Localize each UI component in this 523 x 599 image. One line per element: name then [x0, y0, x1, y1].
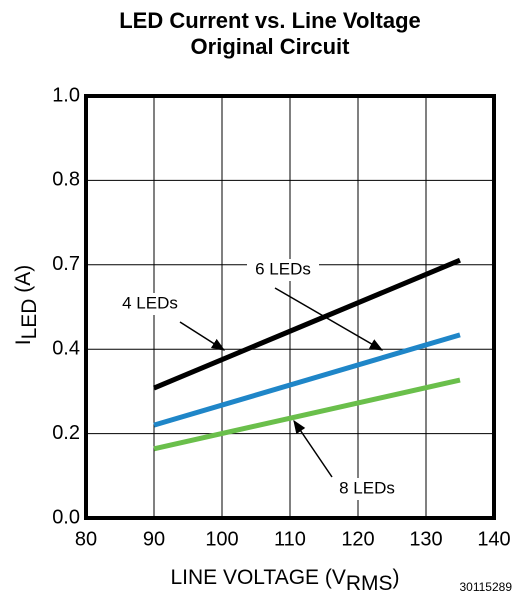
x-tick-label: 90 — [143, 528, 165, 550]
annotation-bg — [114, 293, 186, 315]
annotation-arrow — [293, 419, 333, 478]
y-tick-label: 0.4 — [52, 337, 80, 359]
series-line — [153, 377, 461, 452]
series-label: 6 LEDs — [255, 259, 311, 278]
x-axis-label: LINE VOLTAGE (VRMS) — [170, 566, 399, 595]
y-tick-label: 0.2 — [52, 422, 80, 444]
y-label-main: I — [12, 339, 35, 345]
x-tick-label: 120 — [341, 528, 374, 550]
annotation-bg — [331, 478, 403, 500]
series-label: 8 LEDs — [339, 478, 395, 497]
x-tick-label: 130 — [409, 528, 442, 550]
annotation-arrow — [274, 287, 384, 351]
annotation-arrow — [179, 321, 226, 351]
plot-frame — [84, 94, 496, 520]
y-axis-label: ILED (A) — [12, 265, 41, 346]
x-tick-label: 100 — [205, 528, 238, 550]
series-line — [153, 332, 461, 428]
annotation-bg — [247, 259, 319, 281]
figure-id: 30115289 — [460, 580, 513, 594]
y-label-sub: LED — [18, 299, 41, 340]
y-tick-label: 0.0 — [52, 506, 80, 528]
series-line — [153, 257, 461, 391]
chart-subtitle: Original Circuit — [191, 34, 351, 59]
x-tick-label: 140 — [477, 528, 510, 550]
chart-title: LED Current vs. Line Voltage — [119, 8, 421, 33]
x-tick-label: 110 — [274, 528, 306, 550]
x-label-main: LINE VOLTAGE (V — [170, 566, 345, 589]
y-tick-label: 1.0 — [52, 84, 80, 106]
x-label-sub: RMS — [346, 572, 393, 595]
y-tick-label: 0.8 — [52, 169, 80, 191]
series-label: 4 LEDs — [122, 293, 178, 312]
x-label-tail: ) — [393, 566, 400, 589]
y-label-tail: (A) — [12, 265, 35, 299]
y-tick-label: 0.7 — [52, 253, 80, 275]
x-tick-label: 80 — [75, 528, 97, 550]
